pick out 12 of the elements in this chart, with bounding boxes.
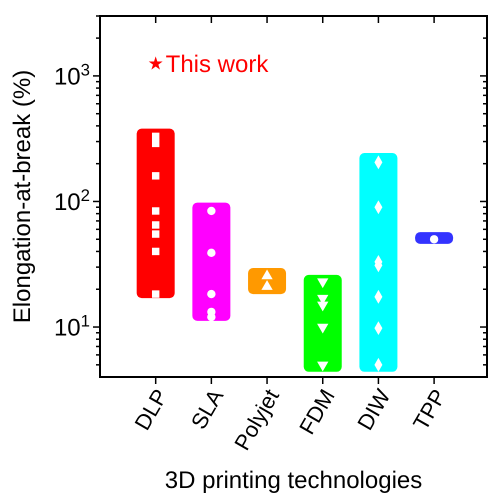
- series-label: This work: [166, 51, 270, 78]
- y-tick-label: 10$^{2}$: [54, 185, 90, 216]
- x-tick-label: SLA: [186, 384, 229, 434]
- bar: [304, 274, 342, 372]
- x-axis-title: 3D printing technologies: [164, 467, 422, 494]
- x-tick-label: TPP: [408, 384, 452, 434]
- bar: [192, 202, 230, 321]
- y-tick-label: 10$^{1}$: [54, 310, 90, 342]
- bar: [136, 128, 175, 298]
- y-tick-label: 10$^{3}$: [54, 60, 90, 90]
- bar: [359, 153, 398, 372]
- y-axis-title: Elongation-at-break (%): [9, 70, 36, 324]
